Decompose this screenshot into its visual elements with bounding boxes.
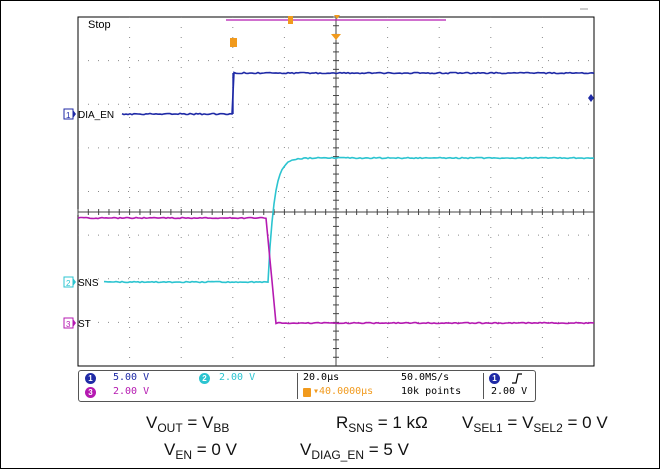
ch3-badge-icon: 3 bbox=[85, 387, 96, 398]
ch3-marker: 3 ST bbox=[64, 318, 91, 330]
ch3-scale: 2.00 V bbox=[113, 386, 149, 398]
ch1-pointer-icon bbox=[73, 110, 76, 118]
condition-ven: VEN = 0 V bbox=[164, 440, 237, 462]
trigger-delay: ▾40.0000µs bbox=[313, 386, 373, 398]
ch3-pointer-icon bbox=[73, 319, 76, 327]
ch3-label: ST bbox=[78, 319, 91, 330]
condition-rsns: RSNS = 1 kΩ bbox=[336, 413, 428, 435]
ch2-label: SNS bbox=[78, 278, 99, 289]
trigger-delay-icon bbox=[303, 388, 311, 397]
ch2-badge-icon: 2 bbox=[199, 373, 210, 384]
record-trigger-position-icon bbox=[288, 16, 293, 24]
readout-divider bbox=[297, 373, 298, 399]
rising-edge-icon bbox=[511, 373, 523, 384]
trigger-position-icon bbox=[230, 38, 237, 47]
ch2-marker: 2 SNS bbox=[64, 277, 99, 289]
readout-panel: 1 5.00 V 2 2.00 V 3 2.00 V 20.0µs 50.0MS… bbox=[78, 370, 536, 402]
ch1-scale: 5.00 V bbox=[113, 372, 149, 384]
ch1-badge-icon: 1 bbox=[85, 373, 96, 384]
ch2-pointer-icon bbox=[73, 278, 76, 286]
trigger-level: 2.00 V bbox=[491, 386, 527, 398]
sample-rate: 50.0MS/s bbox=[401, 372, 449, 384]
ch2-number: 2 bbox=[66, 279, 71, 288]
graticule bbox=[78, 17, 594, 366]
ch2-scale: 2.00 V bbox=[219, 372, 255, 384]
timebase-per-div: 20.0µs bbox=[303, 372, 339, 384]
ch1-label: DIA_EN bbox=[78, 110, 114, 121]
trigger-source-icon: 1 bbox=[489, 373, 500, 384]
run-state-label: Stop bbox=[88, 19, 111, 31]
ch1-marker: 1 DIA_EN bbox=[64, 109, 114, 121]
condition-vdiag: VDIAG_EN = 5 V bbox=[300, 440, 409, 462]
ch3-number: 3 bbox=[66, 320, 71, 329]
record-length: 10k points bbox=[401, 386, 461, 398]
ch1-number: 1 bbox=[66, 111, 71, 120]
readout-divider bbox=[483, 373, 484, 399]
condition-vout: VOUT = VBB bbox=[146, 413, 229, 435]
condition-vsel: VSEL1 = VSEL2 = 0 V bbox=[462, 413, 608, 435]
